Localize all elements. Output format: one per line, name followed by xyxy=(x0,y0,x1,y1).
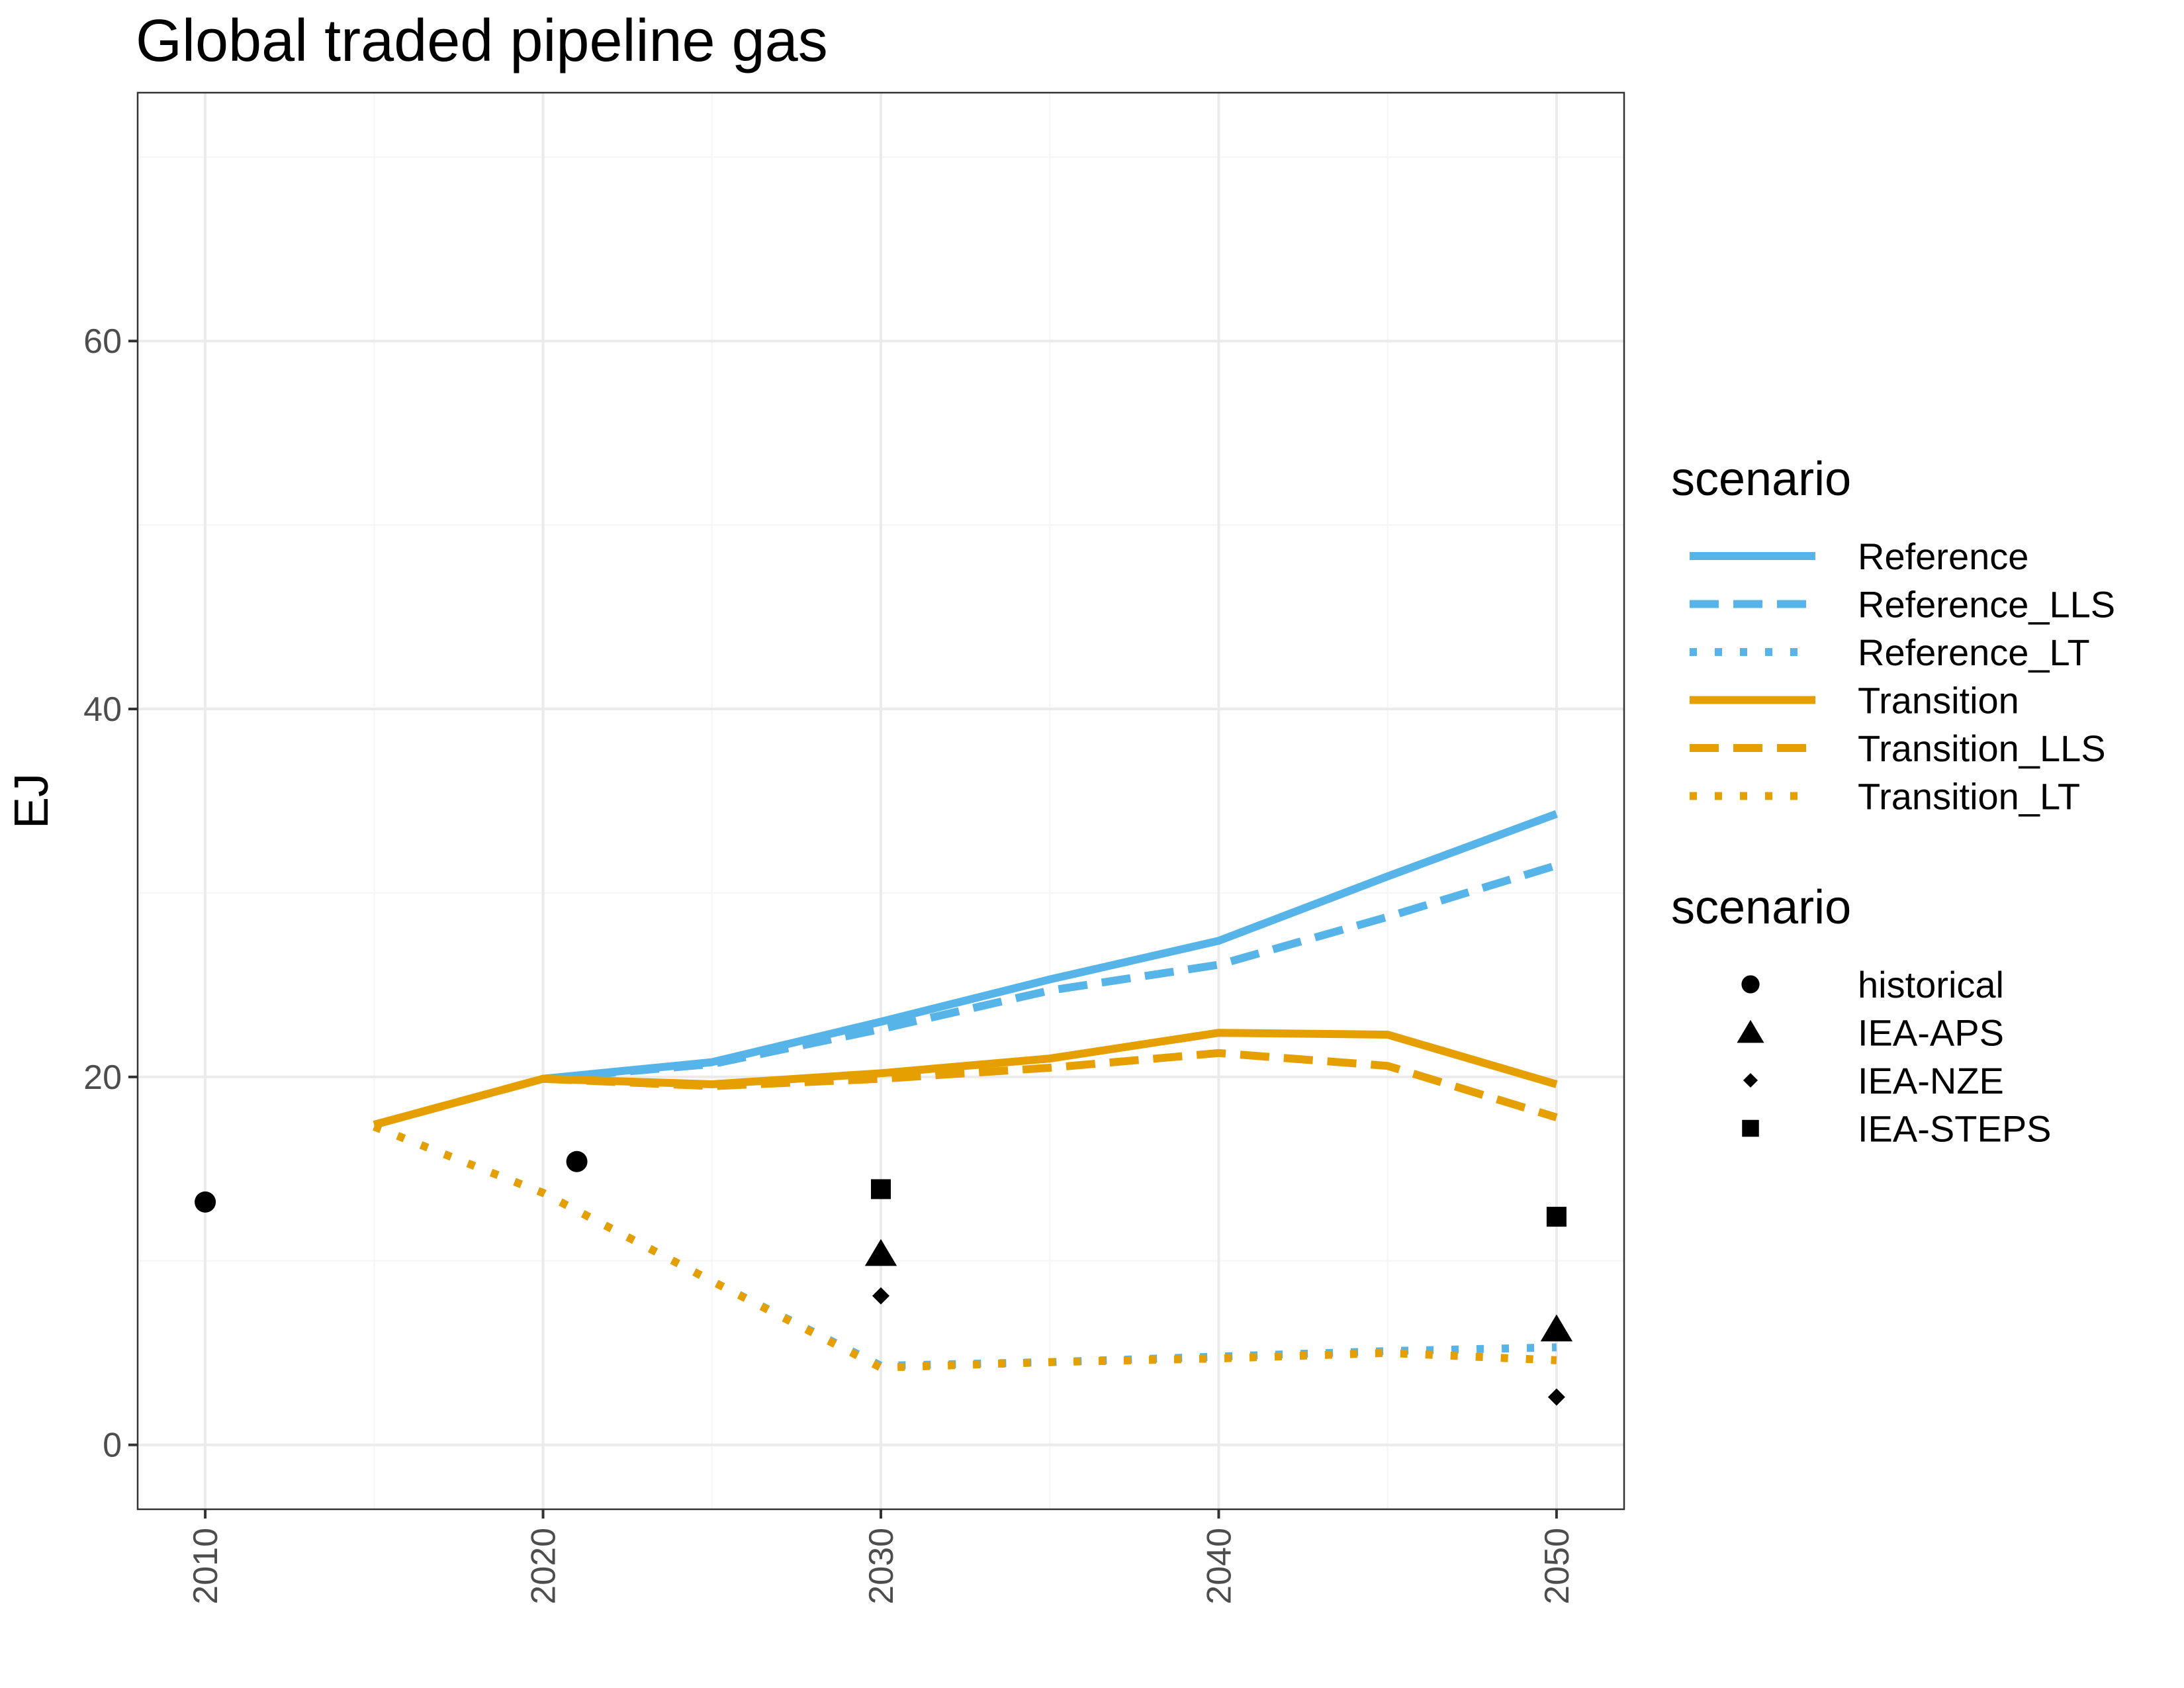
y-tick-label: 60 xyxy=(83,322,122,361)
legend-label-reference: Reference xyxy=(1858,536,2028,577)
x-axis-tick-labels: 2010 2020 2030 2040 2050 xyxy=(187,1528,1576,1605)
legend-label-reference-lls: Reference_LLS xyxy=(1858,584,2115,626)
legend-label-iea-nze: IEA-NZE xyxy=(1858,1060,2004,1102)
point-iea-aps xyxy=(1540,1314,1573,1342)
point-historical xyxy=(566,1150,588,1172)
legend-label-transition: Transition xyxy=(1858,680,2019,722)
y-tick-label: 0 xyxy=(103,1427,122,1465)
point-iea-aps xyxy=(864,1239,897,1266)
legend-key-historical xyxy=(1741,975,1760,994)
point-markers xyxy=(195,1150,1573,1406)
legend: scenario ReferenceReference_LLSReference… xyxy=(1671,453,2115,1150)
legend-key-iea-steps xyxy=(1742,1119,1759,1137)
series-line-transition-lls xyxy=(373,1049,1558,1129)
major-gridlines xyxy=(138,93,1624,1509)
legend-key-iea-aps xyxy=(1737,1019,1764,1043)
legend-label-reference-lt: Reference_LT xyxy=(1858,632,2090,673)
legend-label-historical: historical xyxy=(1858,964,2004,1006)
x-tick-label: 2050 xyxy=(1538,1528,1576,1605)
line-legend-title: scenario xyxy=(1671,453,1851,506)
legend-label-transition-lt: Transition_LT xyxy=(1858,776,2080,818)
axis-ticks xyxy=(128,340,1558,1519)
point-legend-entries: historical IEA-APS IEA-NZE IEA-STEPS xyxy=(1737,964,2052,1150)
point-iea-steps xyxy=(1546,1207,1567,1227)
series-lines xyxy=(373,810,1558,1372)
point-historical xyxy=(195,1191,216,1213)
legend-label-transition-lls: Transition_LLS xyxy=(1858,727,2106,769)
line-legend-entries: Reference Reference_LLS Reference_LT Transi… xyxy=(1690,536,2115,818)
chart-title: Global traded pipeline gas xyxy=(136,8,828,74)
point-iea-nze xyxy=(1547,1388,1565,1406)
y-tick-label: 40 xyxy=(83,690,122,729)
x-tick-label: 2010 xyxy=(187,1528,225,1605)
series-line-reference xyxy=(542,810,1558,1083)
legend-label-iea-steps: IEA-STEPS xyxy=(1858,1108,2052,1150)
y-axis-title: EJ xyxy=(5,773,58,829)
point-iea-nze xyxy=(872,1287,889,1305)
legend-key-iea-nze xyxy=(1743,1072,1758,1088)
y-axis-tick-labels: 0 20 40 60 xyxy=(83,322,122,1465)
point-iea-steps xyxy=(871,1179,891,1199)
legend-label-iea-aps: IEA-APS xyxy=(1858,1012,2004,1054)
x-tick-label: 2020 xyxy=(525,1528,563,1605)
x-tick-label: 2030 xyxy=(862,1528,901,1605)
point-legend-title: scenario xyxy=(1671,881,1851,934)
x-tick-label: 2040 xyxy=(1200,1528,1238,1605)
y-tick-label: 20 xyxy=(83,1058,122,1097)
